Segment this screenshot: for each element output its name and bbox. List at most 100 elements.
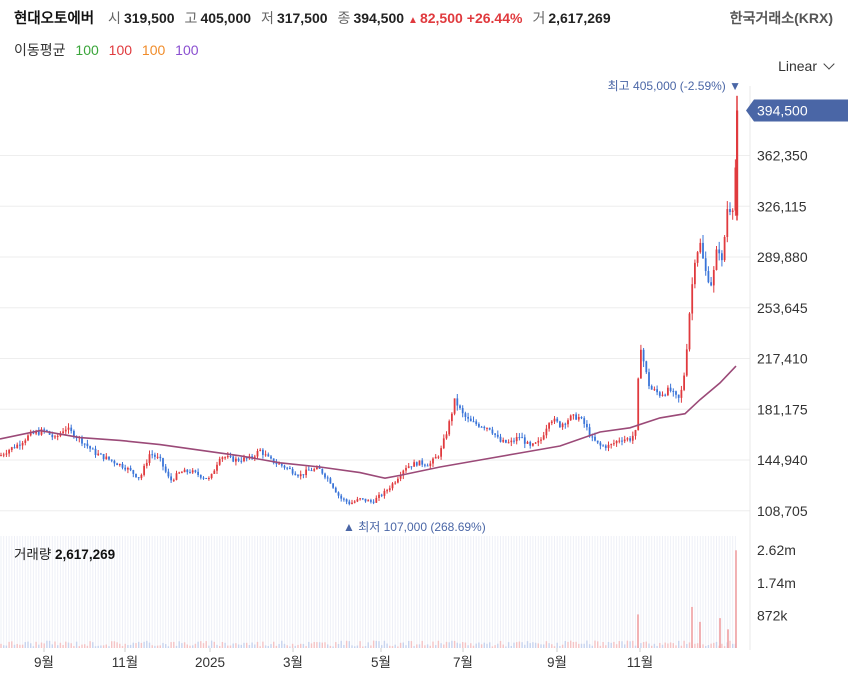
candle-body — [567, 420, 569, 425]
candle-body — [19, 444, 21, 446]
candle-body — [143, 465, 145, 475]
candle-body — [529, 441, 532, 446]
candle-body — [64, 429, 67, 432]
time-tick-label: 11월 — [627, 655, 653, 670]
candle-body — [364, 498, 367, 502]
candle-body — [596, 440, 599, 443]
candle-body — [685, 349, 688, 376]
candle-body — [162, 458, 164, 467]
candle-body — [102, 454, 105, 460]
candle-body — [226, 455, 229, 458]
candle-body — [413, 462, 415, 467]
candle-body — [559, 421, 561, 428]
candle-body — [334, 487, 337, 493]
candle-body — [664, 394, 667, 396]
volume-title-value: 2,617,269 — [55, 547, 116, 562]
candle-body — [677, 394, 680, 398]
candle-body — [43, 429, 46, 431]
candle-body — [548, 423, 550, 429]
current-price-tag: 394,500 — [746, 99, 848, 122]
candle-body — [264, 454, 267, 456]
candle-body — [607, 444, 610, 448]
candle-body — [453, 398, 456, 414]
min-price-annotation: ▲ 최저 107,000 (268.69%) — [343, 520, 486, 534]
candle-body — [37, 431, 40, 435]
candle-body — [610, 444, 613, 446]
candle-body — [291, 468, 294, 474]
candle-body — [67, 427, 70, 430]
candle-body — [534, 442, 537, 444]
candle-body — [691, 284, 694, 314]
candle-body — [56, 435, 59, 437]
candle-body — [175, 473, 178, 480]
volume-label: 거 — [532, 10, 546, 26]
candle-body — [669, 387, 672, 391]
ma-item-2: 100 — [108, 42, 133, 58]
candle-body — [515, 437, 518, 442]
candle-body — [667, 387, 669, 396]
candle-body — [83, 443, 86, 445]
candle-body — [502, 439, 505, 442]
candle-body — [167, 471, 170, 477]
candle-body — [178, 472, 181, 474]
candle-body — [243, 457, 245, 462]
candle-body — [245, 457, 248, 459]
candle-body — [521, 437, 523, 439]
candle-body — [329, 478, 332, 484]
candle-body — [537, 440, 540, 443]
candle-body — [672, 390, 675, 392]
candle-body — [70, 427, 73, 431]
candle-body — [642, 349, 645, 362]
candle-body — [213, 470, 216, 474]
time-tick-label: 7월 — [453, 655, 473, 670]
moving-average-line — [0, 365, 737, 480]
candle-body — [164, 466, 167, 472]
candle-body — [283, 465, 286, 468]
close-value: 394,500 — [353, 10, 405, 26]
candle-body — [348, 501, 351, 504]
candle-body — [375, 497, 378, 503]
candle-body — [21, 442, 24, 446]
candle-body — [526, 441, 529, 444]
candle-body — [316, 467, 318, 470]
candle-body — [127, 467, 129, 470]
time-tick-label: 9월 — [34, 655, 54, 670]
scale-selector[interactable]: Linear — [778, 57, 835, 74]
candle-body — [5, 453, 8, 455]
current-price-tag-bg — [746, 99, 848, 122]
volume-tick-label: 1.74m — [757, 575, 796, 591]
candle-body — [653, 389, 656, 391]
candle-body — [51, 434, 54, 438]
candle-body — [591, 436, 594, 438]
candle-body — [262, 449, 264, 455]
candle-body — [370, 500, 372, 502]
candle-body — [445, 434, 448, 439]
candle-body — [202, 477, 205, 479]
candle-body — [361, 498, 364, 500]
candle-body — [218, 458, 221, 465]
candle-body — [10, 447, 13, 451]
low-value: 317,500 — [276, 10, 328, 26]
candle-body — [675, 391, 677, 395]
candle-body — [105, 456, 108, 460]
candle-body — [399, 475, 402, 479]
candle-body — [194, 470, 197, 472]
candle-body — [197, 471, 199, 475]
volume-axis: 2.62m 1.74m 872k — [757, 542, 796, 623]
moving-average-legend[interactable]: 이동평균 100 100 100 100 — [14, 40, 205, 60]
volume-title: 거래량 2,617,269 — [14, 543, 115, 563]
candle-body — [135, 473, 137, 478]
candle-body — [523, 437, 526, 444]
ma-item-3: 100 — [141, 42, 166, 58]
candle-body — [542, 435, 545, 440]
candle-body — [181, 472, 183, 474]
candle-body — [688, 313, 691, 350]
candle-body — [540, 439, 542, 441]
ma-item-4: 100 — [175, 42, 199, 58]
candle-body — [108, 456, 110, 460]
candle-body — [270, 456, 272, 459]
candle-body — [588, 427, 591, 437]
candle-body — [626, 438, 629, 440]
candle-body — [656, 389, 658, 393]
